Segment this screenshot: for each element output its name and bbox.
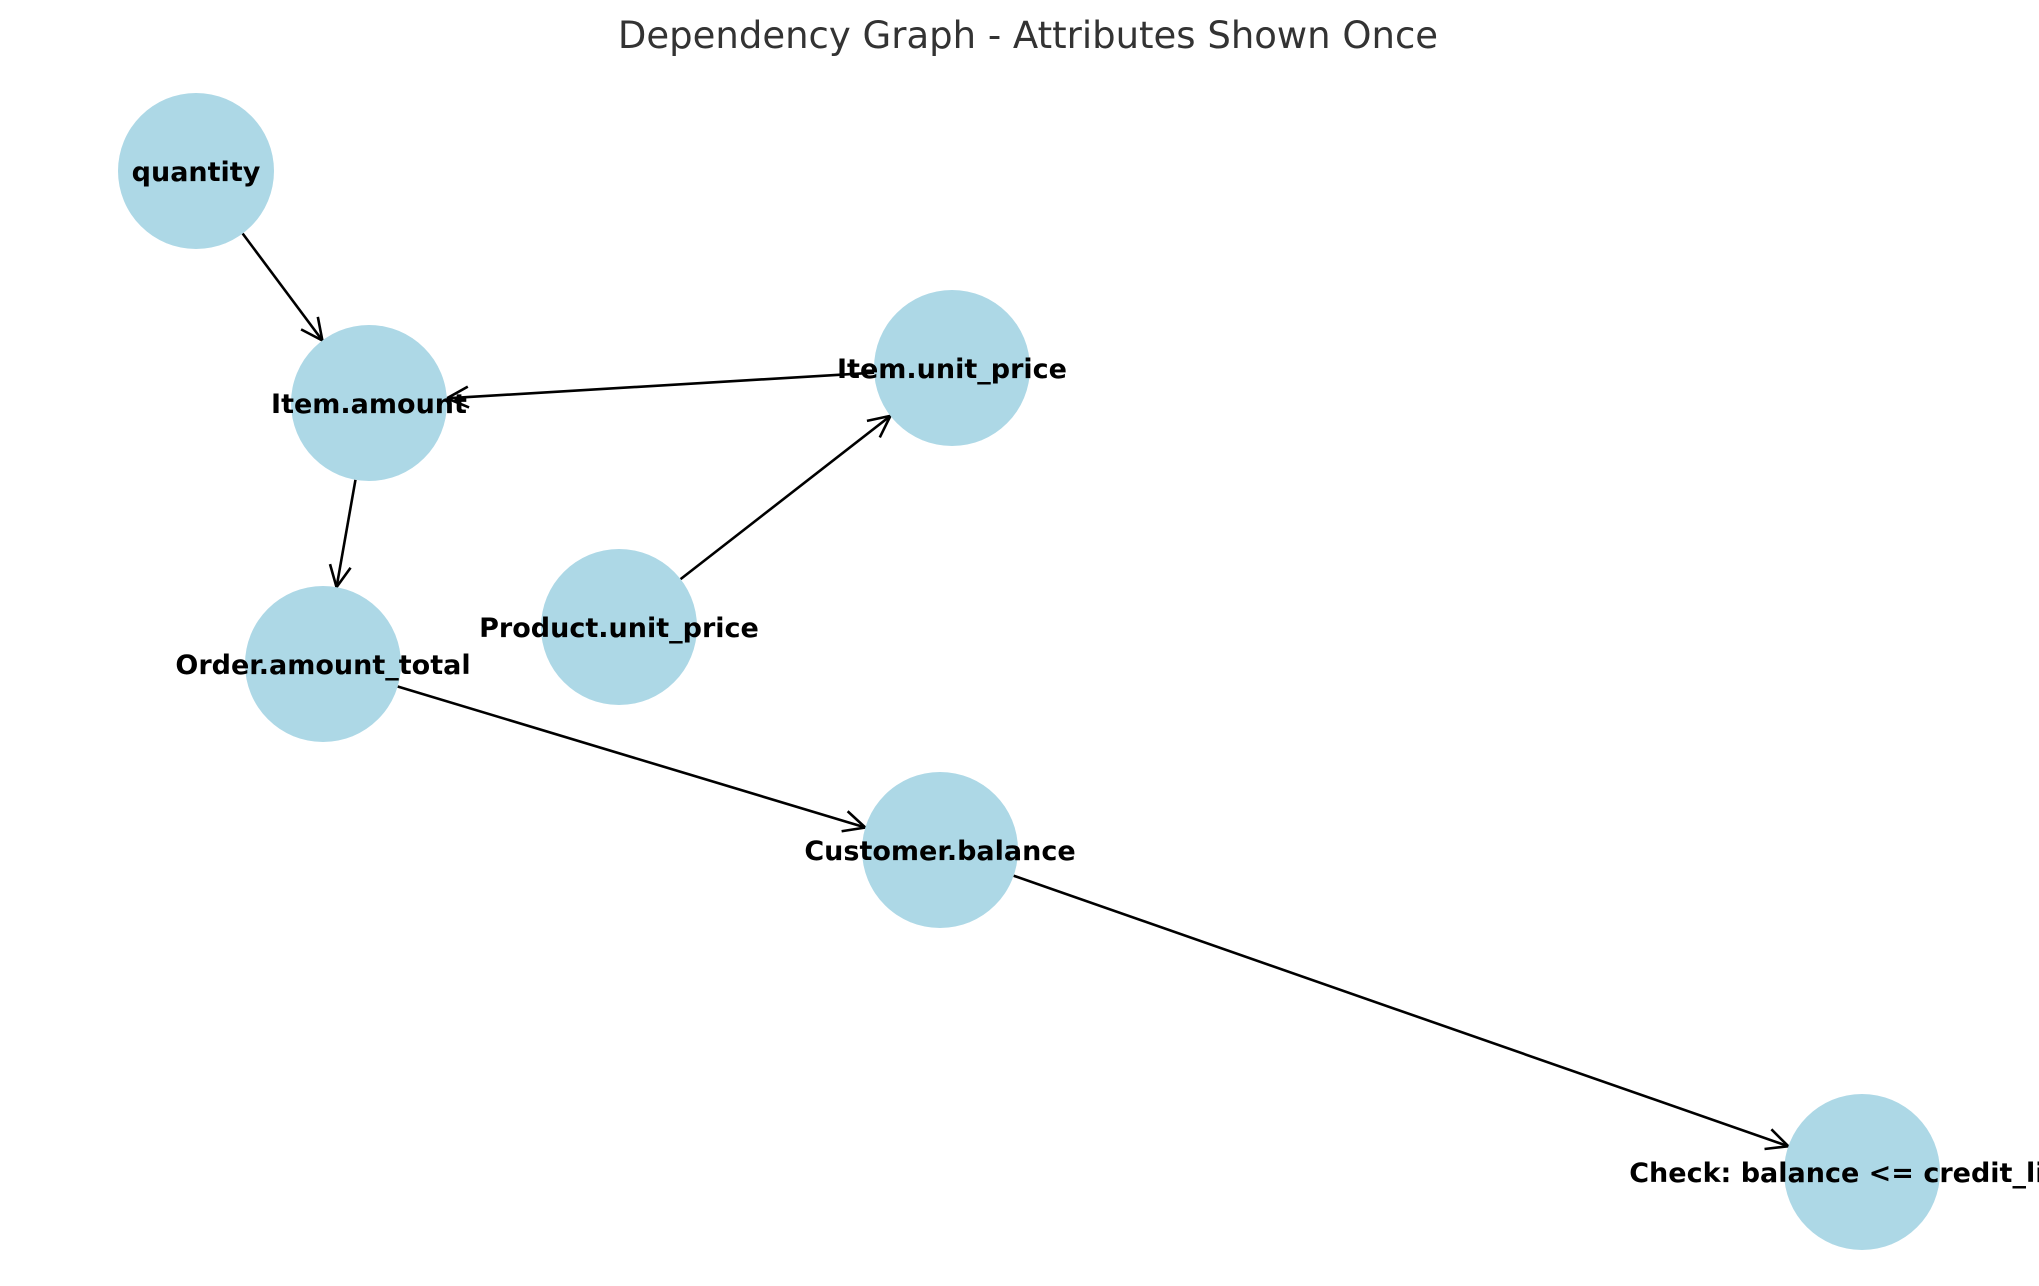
node-circle: [541, 549, 697, 705]
node-item_unit_price: Item.unit_price: [837, 290, 1067, 446]
arrowhead-icon: [1764, 1128, 1792, 1151]
edge-line: [397, 685, 866, 829]
arrowhead-icon: [300, 316, 325, 343]
node-circle: [118, 93, 274, 249]
edge-line: [679, 414, 892, 581]
edges-layer: [241, 232, 1792, 1151]
arrowhead-icon: [443, 385, 470, 409]
edge-order_amount_total-to-customer_balance: [397, 685, 869, 833]
diagram-title: Dependency Graph - Attributes Shown Once: [618, 14, 1438, 57]
edge-customer_balance-to-check_balance: [1013, 874, 1792, 1151]
nodes-layer: quantity Item.amount Item.unit_price Produc…: [118, 93, 2039, 1250]
node-circle: [291, 325, 447, 481]
node-quantity: quantity: [118, 93, 274, 249]
edge-item_unit_price-to-item_amount: [443, 371, 875, 409]
node-label: Item.unit_price: [837, 354, 1067, 385]
edge-line: [241, 232, 324, 342]
edge-line: [446, 371, 875, 400]
node-label: Product.unit_price: [479, 613, 759, 644]
node-order_amount_total: Order.amount_total: [175, 586, 471, 742]
node-circle: [874, 290, 1030, 446]
node-label: Item.amount: [271, 389, 467, 420]
node-label: quantity: [132, 157, 261, 188]
node-product_unit_price: Product.unit_price: [479, 549, 759, 705]
edge-line: [335, 479, 357, 588]
edge-product_unit_price-to-item_unit_price: [679, 414, 893, 581]
node-circle: [862, 772, 1018, 928]
arrowhead-icon: [328, 563, 352, 591]
edge-quantity-to-item_amount: [241, 232, 325, 343]
node-label: Check: balance <= credit_limit: [1629, 1158, 2039, 1189]
node-circle: [245, 586, 401, 742]
edge-item_amount-to-order_amount_total: [328, 479, 357, 591]
arrowhead-icon: [841, 810, 869, 833]
node-customer_balance: Customer.balance: [804, 772, 1076, 928]
node-label: Customer.balance: [804, 836, 1075, 867]
edge-line: [1013, 874, 1789, 1148]
node-check_balance: Check: balance <= credit_limit: [1629, 1094, 2039, 1250]
node-label: Order.amount_total: [175, 650, 470, 681]
node-circle: [1784, 1094, 1940, 1250]
node-item_amount: Item.amount: [271, 325, 467, 481]
